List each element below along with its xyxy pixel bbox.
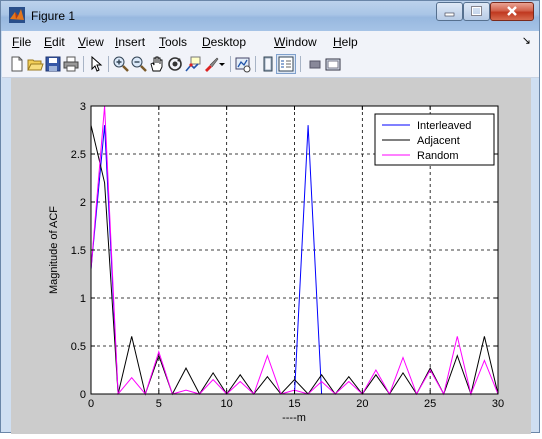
- pointer-icon[interactable]: [87, 55, 105, 73]
- menu-bar: File Edit View Insert Tools Desktop Wind…: [2, 31, 539, 52]
- x-tick-label: 15: [288, 398, 300, 410]
- y-tick-label: 0.5: [71, 341, 86, 353]
- print-icon[interactable]: [62, 55, 80, 73]
- series-line-adjacent: [90, 125, 499, 396]
- data-cursor-icon[interactable]: [184, 55, 202, 73]
- zoom-out-icon[interactable]: [130, 55, 148, 73]
- new-figure-icon[interactable]: [8, 55, 26, 73]
- menu-view[interactable]: View: [78, 35, 104, 49]
- figure-toolbar: [2, 52, 539, 78]
- y-tick-label: 1.5: [71, 245, 86, 257]
- menu-file[interactable]: File: [12, 35, 32, 49]
- acf-line-chart[interactable]: 0 5 10 15 20 25 30 0 0.5 1 1.5 2 2.5 3 ----m Magnitud…: [11, 78, 531, 434]
- toolbar-separator: [255, 56, 256, 72]
- y-tick-label: 2: [80, 197, 86, 209]
- menu-overflow-icon[interactable]: ↘: [521, 35, 531, 47]
- matlab-logo-icon: [9, 7, 25, 23]
- close-button[interactable]: [490, 2, 534, 21]
- show-plot-tools-icon[interactable]: [324, 55, 342, 73]
- toolbar-separator: [300, 56, 301, 72]
- x-tick-label: 25: [424, 398, 436, 410]
- x-tick-label: 20: [356, 398, 368, 410]
- brush-dropdown-icon[interactable]: [218, 55, 226, 73]
- menu-insert[interactable]: Insert: [115, 35, 146, 49]
- menu-tools[interactable]: Tools: [159, 35, 188, 49]
- x-tick-label: 5: [156, 398, 162, 410]
- minimize-icon: [444, 12, 455, 17]
- x-tick-label: 30: [492, 398, 504, 410]
- zoom-in-icon[interactable]: [112, 55, 130, 73]
- legend[interactable]: Interleaved Adjacent Random: [374, 113, 495, 166]
- legend-icon[interactable]: [276, 54, 296, 74]
- hide-plot-tools-icon[interactable]: [306, 55, 324, 73]
- close-icon: [507, 6, 517, 16]
- toolbar-separator: [108, 56, 109, 72]
- rotate-3d-icon[interactable]: [166, 55, 184, 73]
- menu-edit[interactable]: Edit: [44, 35, 65, 49]
- title-bar[interactable]: Figure 1: [1, 1, 539, 31]
- legend-label-interleaved: Interleaved: [417, 120, 471, 132]
- toolbar-separator: [83, 56, 84, 72]
- y-axis-label: Magnitude of ACF: [48, 206, 60, 294]
- open-file-icon[interactable]: [26, 55, 44, 73]
- y-tick-label: 1: [80, 293, 86, 305]
- x-tick-label: 0: [88, 398, 94, 410]
- y-tick-label: 2.5: [71, 149, 86, 161]
- minimize-button[interactable]: [436, 2, 463, 21]
- maximize-button[interactable]: [463, 2, 490, 21]
- brush-icon[interactable]: [202, 55, 220, 73]
- y-tick-label: 3: [80, 101, 86, 113]
- y-tick-label: 0: [80, 389, 86, 401]
- pan-icon[interactable]: [148, 55, 166, 73]
- toolbar-separator: [230, 56, 231, 72]
- menu-window[interactable]: Window: [274, 35, 317, 49]
- colorbar-icon[interactable]: [259, 55, 277, 73]
- legend-label-adjacent: Adjacent: [417, 135, 460, 147]
- link-plot-icon[interactable]: [234, 55, 252, 73]
- window-title: Figure 1: [31, 9, 76, 23]
- menu-help[interactable]: Help: [333, 35, 358, 49]
- x-tick-label: 10: [221, 398, 233, 410]
- menu-desktop[interactable]: Desktop: [202, 35, 247, 49]
- save-icon[interactable]: [44, 55, 62, 73]
- figure-canvas: 0 5 10 15 20 25 30 0 0.5 1 1.5 2 2.5 3 ----m Magnitud…: [11, 78, 531, 434]
- x-axis-label: ----m: [282, 412, 306, 424]
- maximize-icon: [471, 6, 482, 16]
- legend-label-random: Random: [417, 150, 459, 162]
